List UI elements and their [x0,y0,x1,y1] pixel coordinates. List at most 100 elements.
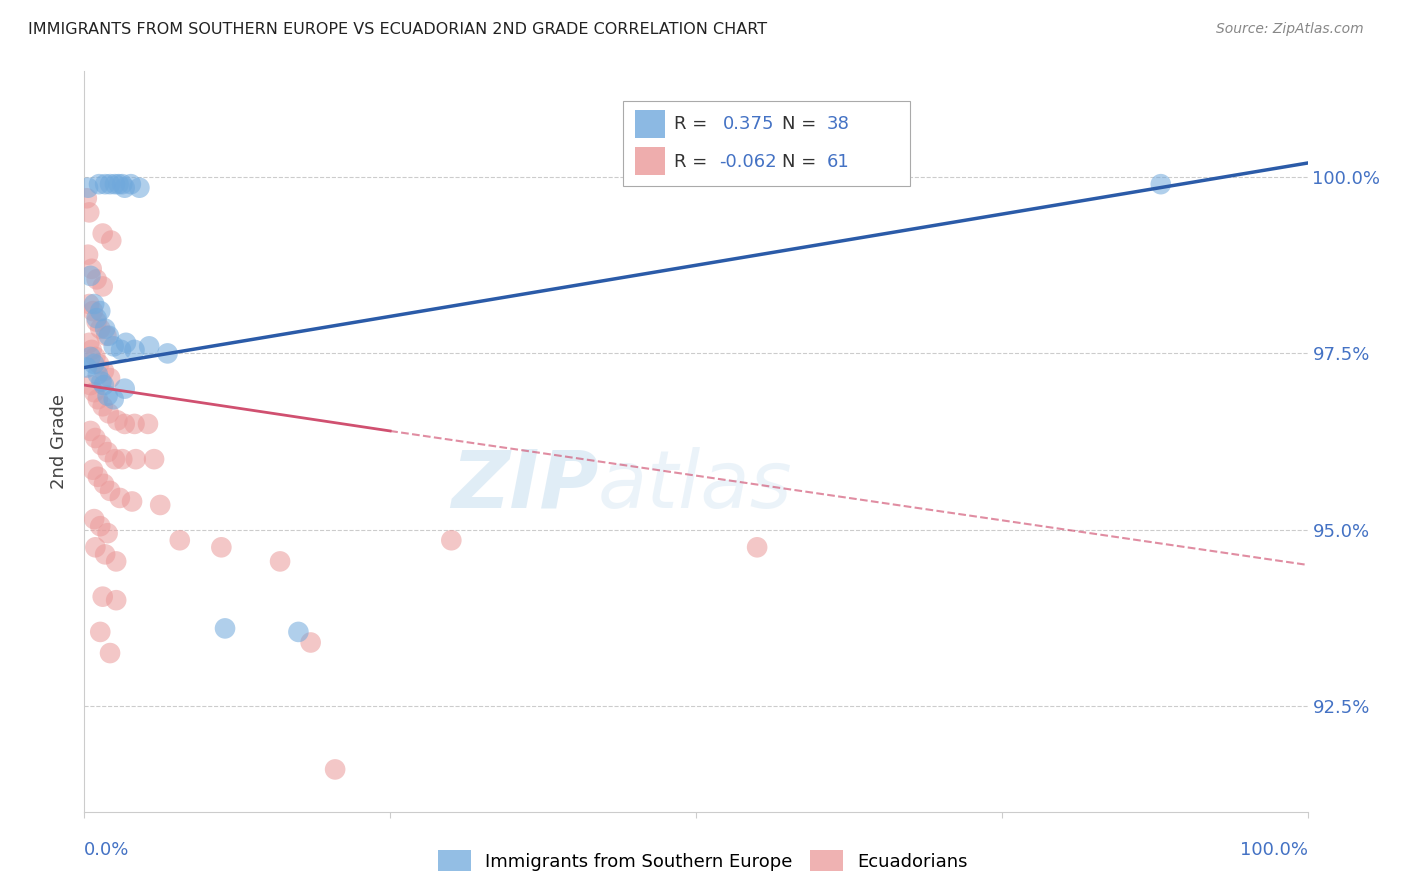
Point [94,177,117,191]
Point [87,177,110,191]
Point [214,621,236,635]
Point [104,452,127,467]
Point [82,463,104,477]
Point [91,227,114,241]
Point [299,635,322,649]
Point [82,304,104,318]
Point [91,399,114,413]
Point [87,357,110,371]
Point [98,483,121,498]
Point [87,368,110,382]
Text: N =: N = [782,115,821,133]
Point [128,180,150,194]
Point [269,554,291,568]
Point [114,382,136,396]
Text: 0.375: 0.375 [723,115,775,133]
Point [125,452,148,467]
Point [97,389,120,403]
Point [76,360,98,375]
Point [110,343,132,357]
Point [121,494,143,508]
Point [103,392,125,407]
Bar [636,147,665,175]
Point [105,413,128,427]
Point [94,547,117,561]
Point [77,205,100,219]
Point [98,177,121,191]
Text: R =: R = [673,153,713,170]
Point [89,519,111,533]
Point [79,378,101,392]
Point [115,335,138,350]
Point [103,339,125,353]
Text: 38: 38 [827,115,849,133]
Point [124,417,146,431]
Point [93,476,115,491]
Point [93,378,115,392]
Point [77,180,100,194]
Point [104,177,127,191]
Point [77,335,100,350]
Point [90,438,112,452]
Point [323,763,346,777]
Point [80,261,103,276]
Point [111,177,134,191]
FancyBboxPatch shape [623,101,910,186]
Point [79,424,101,438]
Point [96,328,118,343]
Point [93,364,115,378]
Point [97,445,120,459]
Text: 61: 61 [827,153,849,170]
Point [84,350,107,364]
Point [86,272,108,286]
Point [143,452,166,467]
Point [98,646,121,660]
Point [86,311,108,326]
Bar [636,110,665,138]
Point [94,322,117,336]
Point [83,385,105,400]
Point [209,541,232,555]
Point [97,328,120,343]
Point [83,297,105,311]
Point [114,180,136,194]
Point [83,512,105,526]
Point [77,248,100,262]
Point [120,177,142,191]
Point [86,315,108,329]
Point [100,234,122,248]
Y-axis label: 2nd Grade: 2nd Grade [51,394,69,489]
Point [136,417,159,431]
Point [84,541,107,555]
Point [138,339,160,353]
Point [124,343,146,357]
Text: Source: ZipAtlas.com: Source: ZipAtlas.com [1216,22,1364,37]
Point [84,431,107,445]
Point [97,526,120,541]
Point [169,533,191,548]
Point [114,417,136,431]
Text: atlas: atlas [598,447,793,525]
Point [111,452,134,467]
Point [747,541,769,555]
Point [89,304,111,318]
Point [149,498,172,512]
Point [79,350,101,364]
Point [83,357,105,371]
Point [87,470,110,484]
Point [79,268,101,283]
Text: IMMIGRANTS FROM SOUTHERN EUROPE VS ECUADORIAN 2ND GRADE CORRELATION CHART: IMMIGRANTS FROM SOUTHERN EUROPE VS ECUAD… [28,22,768,37]
Text: N =: N = [782,153,821,170]
Point [105,554,128,568]
Point [77,297,100,311]
Legend: Immigrants from Southern Europe, Ecuadorians: Immigrants from Southern Europe, Ecuador… [430,843,976,879]
Point [80,343,103,357]
Point [97,406,120,420]
Point [107,177,129,191]
Point [89,624,111,639]
Text: R =: R = [673,115,713,133]
Point [105,593,128,607]
Text: 100.0%: 100.0% [1240,841,1308,859]
Point [90,375,112,389]
Text: -0.062: -0.062 [720,153,778,170]
